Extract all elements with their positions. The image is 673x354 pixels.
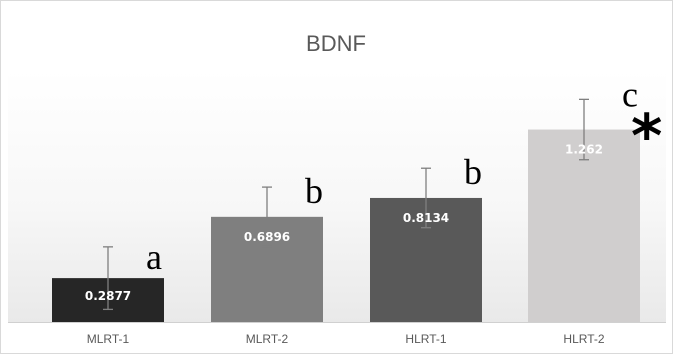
data-label: 0.6896 [244,230,290,244]
significance-letter: c [622,74,638,114]
x-tick-label: MLRT-2 [246,332,289,346]
error-bar [579,98,589,161]
error-bar [421,167,431,229]
data-label: 0.2877 [85,289,131,303]
error-bar [103,246,113,311]
x-tick-label: MLRT-1 [87,332,130,346]
significance-letter: b [305,171,323,211]
chart-title: BDNF [306,31,366,56]
x-tick-label: HLRT-2 [563,332,604,346]
significance-star: * [631,101,662,171]
data-label: 0.8134 [403,211,449,225]
significance-letter: a [146,237,162,277]
bar [528,129,640,322]
data-label: 1.262 [565,143,603,157]
error-bar [262,186,272,248]
significance-letter: b [464,152,482,192]
x-tick-label: HLRT-1 [405,332,446,346]
